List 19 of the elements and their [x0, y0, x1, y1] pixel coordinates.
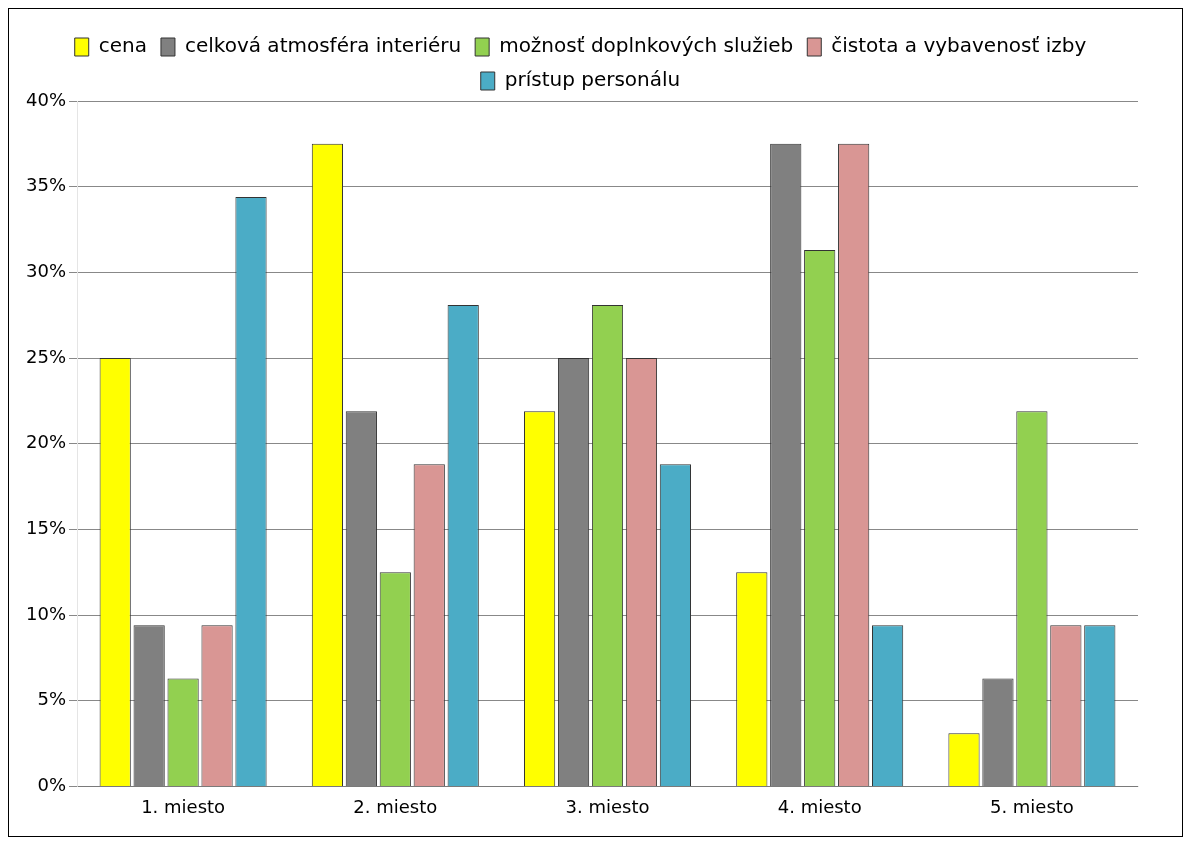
legend-label: celková atmosféra interiéru	[184, 33, 462, 58]
legend-label: čistota a vybavenosť izby	[831, 33, 1087, 58]
y-tick-label: 35%	[25, 174, 67, 196]
y-tick-label: 15%	[25, 517, 67, 539]
x-tick-label: 4. miesto	[777, 795, 862, 817]
legend-label: prístup personálu	[504, 67, 681, 92]
y-tick-label: 30%	[25, 260, 67, 282]
y-tick-label: 40%	[25, 88, 67, 110]
x-tick-label: 2. miesto	[353, 795, 438, 817]
y-tick-label: 25%	[25, 345, 67, 367]
y-tick-label: 0%	[37, 774, 67, 796]
y-tick-label: 20%	[25, 431, 67, 453]
legend-label: možnosť doplnkových služieb	[499, 33, 794, 58]
x-tick-label: 5. miesto	[989, 795, 1074, 817]
y-tick-label: 5%	[37, 688, 67, 710]
y-tick-label: 10%	[25, 602, 67, 624]
x-tick-label: 3. miesto	[565, 795, 650, 817]
legend-label: cena	[98, 33, 147, 58]
x-tick-label: 1. miesto	[141, 795, 226, 817]
